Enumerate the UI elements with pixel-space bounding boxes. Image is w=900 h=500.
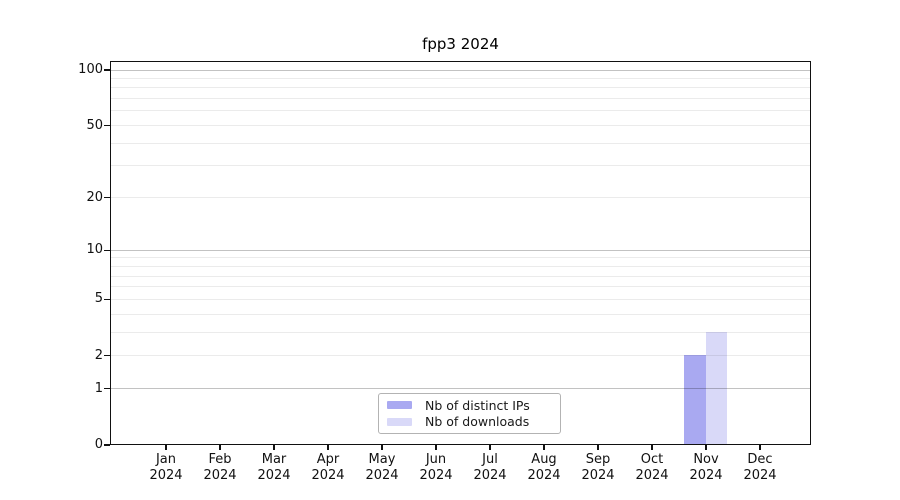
legend-label: Nb of distinct IPs bbox=[425, 397, 530, 413]
bar-nb-of-downloads-nov-2024 bbox=[705, 331, 727, 444]
minor-gridline bbox=[111, 331, 810, 333]
minor-gridline bbox=[111, 110, 810, 112]
y-tick-label: 0 bbox=[94, 437, 103, 452]
minor-gridline bbox=[111, 165, 810, 167]
y-tick-label: 2 bbox=[94, 347, 103, 363]
x-tick bbox=[543, 445, 545, 450]
legend: Nb of distinct IPs Nb of downloads bbox=[378, 393, 561, 434]
plot-inner bbox=[111, 62, 810, 444]
x-tick-label: Jul 2024 bbox=[473, 452, 507, 483]
x-tick-label: Feb 2024 bbox=[203, 452, 237, 483]
y-tick bbox=[104, 444, 110, 446]
y-tick bbox=[104, 388, 110, 390]
y-tick bbox=[104, 196, 110, 199]
x-tick bbox=[381, 445, 383, 450]
y-tick bbox=[104, 124, 110, 127]
chart-title: fpp3 2024 bbox=[422, 35, 499, 53]
y-tick bbox=[104, 249, 110, 251]
y-tick-label: 1 bbox=[94, 380, 103, 396]
minor-gridline bbox=[111, 257, 810, 259]
x-tick-label: Nov 2024 bbox=[689, 452, 723, 483]
y-tick bbox=[104, 298, 110, 301]
x-tick-label: Oct 2024 bbox=[635, 452, 669, 483]
x-tick-label: Aug 2024 bbox=[527, 452, 561, 483]
x-tick bbox=[759, 445, 761, 450]
y-tick bbox=[104, 69, 110, 71]
x-tick bbox=[435, 445, 437, 450]
y-tick-label: 100 bbox=[78, 62, 103, 77]
plot-area bbox=[110, 61, 811, 445]
x-tick bbox=[165, 445, 167, 450]
minor-gridline bbox=[111, 142, 810, 144]
major-gridline bbox=[111, 388, 810, 390]
x-tick bbox=[327, 445, 329, 450]
minor-gridline bbox=[111, 355, 810, 357]
x-tick-label: Jan 2024 bbox=[149, 452, 183, 483]
minor-gridline bbox=[111, 125, 810, 127]
legend-swatch bbox=[387, 417, 412, 426]
x-tick bbox=[219, 445, 221, 450]
minor-gridline bbox=[111, 197, 810, 199]
minor-gridline bbox=[111, 265, 810, 267]
x-tick-label: Mar 2024 bbox=[257, 452, 291, 483]
major-gridline bbox=[111, 69, 810, 71]
x-tick bbox=[273, 445, 275, 450]
x-tick-label: Sep 2024 bbox=[581, 452, 615, 483]
minor-gridline bbox=[111, 77, 810, 79]
bar-nb-of-distinct-ips-nov-2024 bbox=[684, 355, 706, 444]
y-tick-label: 50 bbox=[86, 117, 103, 133]
minor-gridline bbox=[111, 286, 810, 288]
minor-gridline bbox=[111, 313, 810, 315]
legend-item: Nb of downloads bbox=[387, 414, 554, 429]
y-tick bbox=[104, 355, 110, 357]
minor-gridline bbox=[111, 87, 810, 89]
x-tick bbox=[489, 445, 491, 450]
x-tick-label: May 2024 bbox=[365, 452, 399, 483]
x-tick-label: Jun 2024 bbox=[419, 452, 453, 483]
y-tick-label: 20 bbox=[86, 189, 103, 205]
minor-gridline bbox=[111, 298, 810, 300]
minor-gridline bbox=[111, 98, 810, 100]
major-gridline bbox=[111, 249, 810, 251]
legend-item: Nb of distinct IPs bbox=[387, 398, 554, 413]
x-tick bbox=[651, 445, 653, 450]
y-tick-label: 5 bbox=[94, 291, 103, 307]
legend-label: Nb of downloads bbox=[425, 414, 530, 430]
x-tick bbox=[597, 445, 599, 450]
x-tick-label: Apr 2024 bbox=[311, 452, 345, 483]
y-tick-label: 10 bbox=[86, 242, 103, 258]
x-tick bbox=[705, 445, 707, 450]
x-tick-label: Dec 2024 bbox=[743, 452, 777, 483]
minor-gridline bbox=[111, 275, 810, 277]
legend-swatch bbox=[387, 401, 412, 410]
